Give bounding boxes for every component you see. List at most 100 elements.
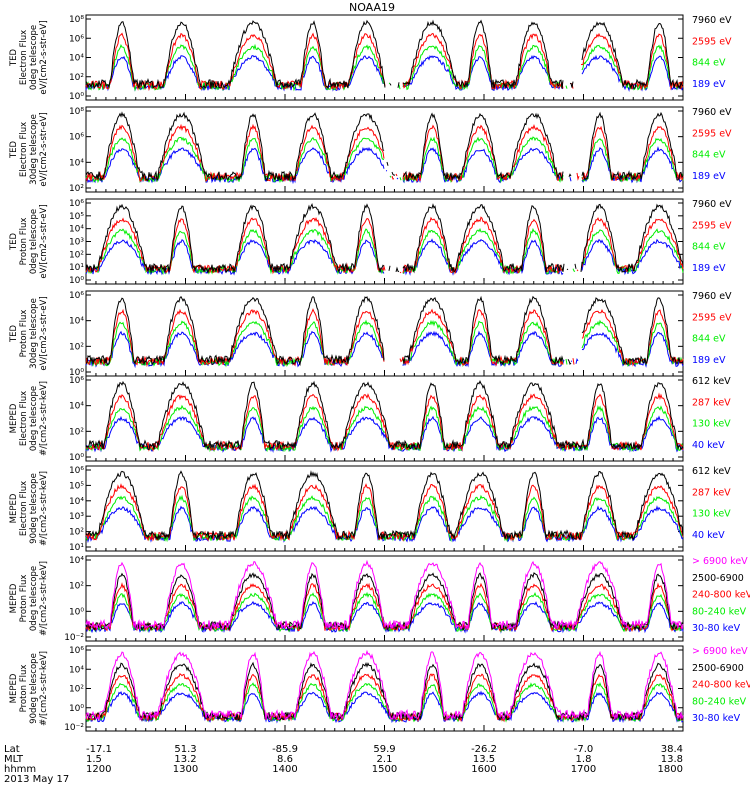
- series-line-7960-ev: [85, 111, 684, 182]
- y-axis-label: #/[cm2-s-str-keV]: [39, 651, 49, 726]
- y-tick-label: 10⁰: [69, 368, 84, 378]
- y-tick-label: 10²: [69, 250, 84, 260]
- series-line--6900-kev: [85, 559, 684, 631]
- y-axis-label: Electron Flux: [19, 122, 29, 177]
- series-line-7960-ev: [85, 19, 684, 90]
- footer-value: -17.1: [86, 744, 112, 755]
- y-axis-label: TED: [9, 48, 19, 67]
- footer-value: 1400: [272, 764, 297, 775]
- date-label: 2013 May 17: [4, 774, 69, 785]
- series-line-2595-ev: [85, 216, 684, 275]
- legend-item: > 6900 keV: [692, 646, 748, 657]
- legend-item: 30-80 keV: [692, 623, 741, 634]
- panel-5: 10⁰ 10² 10⁴ 10⁶ MEPED Electron Flux 0deg teles…: [9, 375, 731, 463]
- y-tick-label: 10⁰: [69, 92, 84, 102]
- y-tick-label: 10⁴: [69, 665, 84, 675]
- series-line-844-ev: [85, 319, 684, 368]
- series-line-2595-ev: [85, 123, 684, 183]
- series-line-189-ev: [85, 330, 684, 369]
- series-line-7960-ev: [85, 203, 684, 275]
- y-axis-label: TED: [9, 324, 19, 343]
- footer-value: -85.9: [272, 744, 298, 755]
- y-tick-label: 10²: [69, 342, 84, 352]
- legend-item: 7960 eV: [692, 15, 732, 26]
- y-axis-label: #/[cm2-s-str-keV]: [39, 561, 49, 636]
- y-axis-label: MEPED: [9, 673, 19, 703]
- y-axis-label: 0deg telescope: [29, 209, 39, 274]
- footer-value: 13.2: [174, 754, 196, 765]
- y-tick-label: 10⁻²: [64, 723, 84, 733]
- legend-item: 40 keV: [692, 440, 725, 451]
- y-tick-label: 10⁴: [69, 497, 84, 507]
- footer-value: 2.1: [377, 754, 393, 765]
- y-tick-label: 10⁶: [69, 133, 84, 143]
- legend-item: 40 keV: [692, 530, 725, 541]
- footer-value: 1700: [571, 764, 596, 775]
- legend-item: 844 eV: [692, 334, 726, 345]
- y-tick-label: 10²: [69, 73, 84, 83]
- legend-item: 80-240 keV: [692, 696, 747, 707]
- panel-1: 10⁰ 10² 10⁴ 10⁶ 10⁸ TED Electron Flux 0deg tele…: [9, 14, 732, 102]
- legend-item: 240-800 keV: [692, 590, 750, 601]
- y-tick-label: 10³: [69, 238, 84, 248]
- y-axis-label: 0deg telescope: [29, 566, 39, 631]
- y-tick-label: 10²: [69, 685, 84, 695]
- legend-item: 7960 eV: [692, 107, 732, 118]
- legend-item: 189 eV: [692, 263, 726, 274]
- series-line-844-ev: [85, 136, 684, 184]
- footer-value: 8.6: [277, 754, 293, 765]
- legend-item: 2595 eV: [692, 220, 732, 231]
- footer-value: 1.8: [576, 754, 592, 765]
- y-tick-label: 10⁴: [69, 54, 84, 64]
- y-tick-label: 10⁵: [69, 481, 84, 491]
- y-tick-label: 10²: [69, 184, 84, 194]
- footer-row-label: Lat: [4, 744, 20, 755]
- legend-item: 844 eV: [692, 242, 726, 253]
- panel-6: 10¹ 10² 10³ 10⁴ 10⁵ 10⁶ MEPED Electron Flux 90de…: [9, 465, 731, 553]
- y-axis-label: 0deg telescope: [29, 25, 39, 90]
- series-line-2595-ev: [85, 308, 684, 368]
- legend-item: 240-800 keV: [692, 680, 750, 691]
- footer-value: 1200: [86, 764, 111, 775]
- y-tick-label: 10⁰: [69, 453, 84, 463]
- series-line-7960-ev: [85, 295, 684, 367]
- footer-value: 59.9: [373, 744, 395, 755]
- series-line-844-ev: [85, 43, 684, 92]
- legend-item: 189 eV: [692, 171, 726, 182]
- y-tick-label: 10⁶: [69, 466, 84, 476]
- legend-item: 844 eV: [692, 150, 726, 161]
- y-axis-label: eV/[cm2-s-str-eV]: [39, 296, 49, 370]
- series-line-612-kev: [85, 470, 684, 542]
- y-tick-label: 10⁶: [69, 376, 84, 386]
- y-axis-label: 90deg telescope: [29, 653, 39, 724]
- y-axis-label: 90deg telescope: [29, 473, 39, 544]
- footer-value: 1.5: [86, 754, 102, 765]
- series-line-2500-6900: [85, 572, 684, 632]
- y-axis-label: 0deg telescope: [29, 386, 39, 451]
- series-line-189-ev: [85, 146, 684, 185]
- legend-item: 130 keV: [692, 509, 731, 520]
- legend-item: 2595 eV: [692, 36, 732, 47]
- y-tick-label: 10⁶: [69, 646, 84, 656]
- y-tick-label: 10⁶: [69, 291, 84, 301]
- y-axis-label: Electron Flux: [19, 30, 29, 85]
- legend-item: 7960 eV: [692, 199, 732, 210]
- legend-item: 189 eV: [692, 355, 726, 366]
- y-tick-label: 10²: [69, 427, 84, 437]
- chart-title: NOAA19: [349, 1, 395, 14]
- y-axis-label: MEPED: [9, 493, 19, 523]
- y-axis-label: eV/[cm2-s-str-eV]: [39, 204, 49, 278]
- footer-value: 51.3: [174, 744, 196, 755]
- legend-item: 80-240 keV: [692, 606, 747, 617]
- legend-item: 2500-6900: [692, 573, 744, 584]
- y-axis-label: MEPED: [9, 403, 19, 433]
- y-axis-label: #/[cm2-s-str-keV]: [39, 381, 49, 456]
- legend-item: 287 keV: [692, 487, 731, 498]
- y-tick-label: 10⁰: [69, 704, 84, 714]
- footer-value: -26.2: [471, 744, 497, 755]
- y-axis-label: MEPED: [9, 583, 19, 613]
- panel-3: 10⁰ 10¹ 10² 10³ 10⁴ 10⁵ 10⁶ TED Proton Flux 0deg …: [9, 198, 732, 286]
- y-tick-label: 10⁸: [69, 107, 84, 117]
